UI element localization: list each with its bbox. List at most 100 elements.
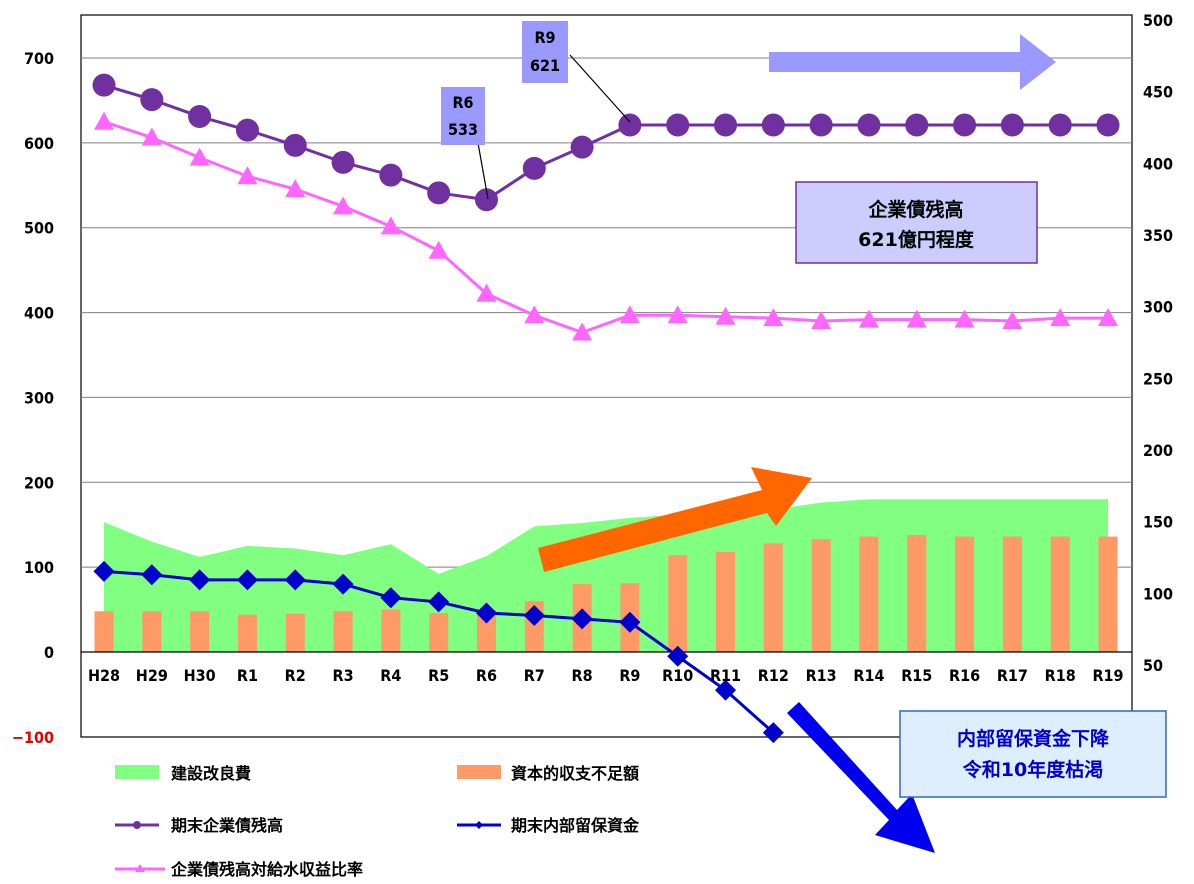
x-tick-R14: R14 bbox=[853, 666, 884, 685]
ratio-point-R11 bbox=[715, 306, 736, 325]
ratio-point-R18 bbox=[1050, 308, 1071, 327]
reserve-point-R7 bbox=[523, 605, 545, 627]
ratio-point-R14 bbox=[858, 309, 879, 328]
bar-R11 bbox=[716, 551, 736, 652]
bar-R14 bbox=[859, 536, 879, 652]
left-tick-700: 700 bbox=[24, 49, 54, 68]
reserve-point-R1 bbox=[236, 569, 258, 591]
legend-item-debt: 期末企業債残高 bbox=[115, 816, 283, 835]
legend-item-shortfall: 資本的収支不足額 bbox=[457, 764, 639, 783]
ratio-point-R3 bbox=[333, 196, 354, 215]
reserve-point-R4 bbox=[380, 587, 402, 609]
ratio-point-R9 bbox=[619, 305, 640, 324]
ratio-point-R1 bbox=[237, 166, 258, 185]
reserve-point-R3 bbox=[332, 573, 354, 595]
ratio-point-R4 bbox=[380, 216, 401, 235]
arrow-layer bbox=[538, 34, 1056, 853]
debt-point-R8 bbox=[570, 135, 594, 159]
x-tick-R12: R12 bbox=[758, 666, 789, 685]
callout-r6-value: 533 bbox=[448, 120, 478, 139]
bar-H28 bbox=[94, 611, 114, 652]
bar-R4 bbox=[381, 609, 401, 652]
x-tick-R5: R5 bbox=[428, 666, 449, 685]
callout-r6-leader bbox=[477, 142, 489, 200]
debt-point-R7 bbox=[522, 156, 546, 180]
x-tick-R8: R8 bbox=[572, 666, 593, 685]
left-tick-500: 500 bbox=[24, 219, 54, 238]
reserve-point-R9 bbox=[619, 611, 641, 633]
x-tick-R11: R11 bbox=[710, 666, 741, 685]
debt-point-R17 bbox=[1000, 113, 1024, 137]
debt-info-line1: 企業債残高 bbox=[867, 198, 963, 221]
right-tick-400: 400 bbox=[1143, 154, 1173, 173]
reserve-point-R6 bbox=[475, 602, 497, 624]
ratio-point-H28 bbox=[94, 111, 114, 130]
left-tick-400: 400 bbox=[24, 304, 54, 323]
right-tick-200: 200 bbox=[1143, 441, 1173, 460]
x-tick-labels: H28 H29 H30 R1 R2 R3 R4 R5 R6 R7 R8 R9 R10 R11 R12 R13 R… bbox=[88, 666, 1124, 685]
bar-R2 bbox=[285, 613, 305, 652]
construction-area-layer bbox=[104, 499, 1108, 652]
x-tick-R9: R9 bbox=[619, 666, 640, 685]
left-tick-600: 600 bbox=[24, 134, 54, 153]
debt-point-R18 bbox=[1048, 113, 1072, 137]
debt-point-R12 bbox=[761, 113, 785, 137]
legend-marker-reserve bbox=[475, 821, 483, 829]
x-tick-R10: R10 bbox=[662, 666, 693, 685]
debt-point-R19 bbox=[1096, 113, 1120, 137]
left-tick--100: −100 bbox=[12, 728, 54, 747]
debt-point-R9 bbox=[618, 113, 642, 137]
legend-label-debt: 期末企業債残高 bbox=[171, 816, 283, 835]
x-tick-R13: R13 bbox=[806, 666, 837, 685]
ratio-point-R6 bbox=[476, 283, 497, 302]
left-tick-100: 100 bbox=[24, 558, 54, 577]
legend-label-shortfall: 資本的収支不足額 bbox=[511, 764, 639, 783]
ratio-point-R10 bbox=[667, 305, 688, 324]
ratio-point-H30 bbox=[189, 147, 210, 166]
x-tick-R15: R15 bbox=[901, 666, 932, 685]
left-tick-300: 300 bbox=[24, 388, 54, 407]
debt-point-R2 bbox=[283, 133, 307, 157]
bar-R6 bbox=[476, 609, 496, 652]
right-tick-150: 150 bbox=[1143, 513, 1173, 532]
bar-H30 bbox=[190, 611, 210, 652]
callout-r6-box bbox=[441, 87, 485, 145]
x-tick-R6: R6 bbox=[476, 666, 497, 685]
debt-line bbox=[103, 83, 1108, 202]
x-tick-R16: R16 bbox=[949, 666, 980, 685]
ratio-point-R19 bbox=[1098, 308, 1118, 327]
reserve-point-R2 bbox=[284, 569, 306, 591]
debt-point-R3 bbox=[331, 150, 355, 174]
ratio-point-R17 bbox=[1002, 311, 1023, 329]
legend-item-construction: 建設改良費 bbox=[115, 764, 251, 783]
ratio-point-R12 bbox=[763, 308, 784, 327]
x-tick-R1: R1 bbox=[237, 666, 258, 685]
legend: 建設改良費 資本的収支不足額 期末企業債残高 期末内部留保資金 企業債残高対給水… bbox=[115, 764, 640, 879]
legend-label-construction: 建設改良費 bbox=[171, 764, 251, 783]
reserve-point-R5 bbox=[428, 591, 450, 613]
x-tick-H29: H29 bbox=[136, 666, 168, 685]
right-tick-100: 100 bbox=[1143, 584, 1173, 603]
trend-arrow-right bbox=[769, 34, 1056, 90]
trend-arrow-up bbox=[538, 467, 812, 572]
shortfall-bar-layer bbox=[94, 534, 1118, 652]
ratio-line bbox=[103, 120, 1108, 335]
reserve-point-H29 bbox=[141, 564, 163, 586]
callout-r9-leader bbox=[569, 54, 631, 123]
legend-label-ratio: 企業債残高対給水収益比率 bbox=[170, 860, 363, 879]
ratio-line-layer bbox=[94, 111, 1118, 341]
right-tick-300: 300 bbox=[1143, 298, 1173, 317]
debt-line-layer bbox=[92, 73, 1120, 212]
right-axis-tick-labels: 50 100 150 200 250 300 350 400 450 500 bbox=[1143, 11, 1173, 675]
x-tick-H28: H28 bbox=[88, 666, 120, 685]
reserve-point-R10 bbox=[667, 645, 689, 667]
debt-point-R1 bbox=[235, 118, 259, 142]
right-tick-50: 50 bbox=[1143, 656, 1163, 675]
debt-info-box: 企業債残高 621億円程度 bbox=[795, 181, 1038, 264]
bar-R19 bbox=[1098, 536, 1118, 652]
debt-point-R13 bbox=[809, 113, 833, 137]
debt-point-H28 bbox=[92, 73, 116, 97]
debt-point-R14 bbox=[857, 113, 881, 137]
reserve-point-R12 bbox=[762, 722, 784, 744]
